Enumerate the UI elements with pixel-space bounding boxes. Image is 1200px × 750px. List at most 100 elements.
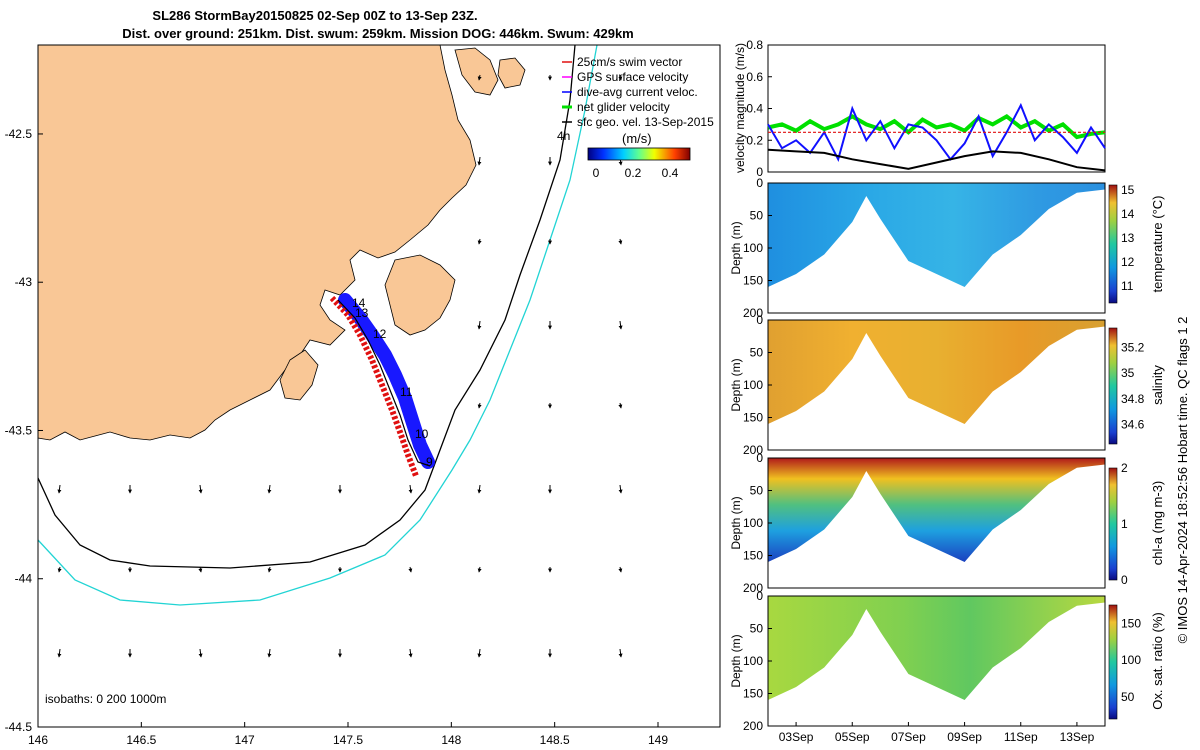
velocity-ytick-3: 0.6 xyxy=(746,70,763,84)
velocity-series-2 xyxy=(767,148,1106,172)
isobaths-label: isobaths: 0 200 1000m xyxy=(45,692,166,706)
chl-cb-tick-1: 1 xyxy=(1121,517,1128,531)
velocity-ytick-2: 0.4 xyxy=(746,102,763,116)
colorbar-unit: (m/s) xyxy=(622,131,652,146)
sal-ytick-3: 150 xyxy=(743,411,763,425)
speed-cb-tick-2: 0.4 xyxy=(662,166,679,180)
isobath-1000m xyxy=(37,44,598,606)
time-tick-3: 09Sep xyxy=(947,730,982,744)
title-line-1: SL286 StormBay20150825 02-Sep 00Z to 13-… xyxy=(152,8,477,23)
velocity-arrow xyxy=(618,402,623,409)
map-xtick-4: 148 xyxy=(441,733,461,747)
map-ytick-0: -42.5 xyxy=(5,127,33,141)
map-ytick-2: -43.5 xyxy=(5,423,33,437)
sal-cb-tick-1: 35 xyxy=(1121,366,1135,380)
velocity-arrow xyxy=(198,566,203,573)
sal-cb-tick-2: 34.8 xyxy=(1121,392,1145,406)
oxygen-field xyxy=(768,596,1105,700)
oxygen-ylabel: Depth (m) xyxy=(729,634,743,687)
velocity-ytick-0: 0 xyxy=(756,165,763,179)
sal-ytick-0: 0 xyxy=(756,313,763,327)
chla-y-axis: 0 50 100 150 200 xyxy=(743,451,772,595)
velocity-arrow xyxy=(477,566,482,573)
velocity-arrow xyxy=(618,74,623,81)
ox-ytick-1: 50 xyxy=(750,622,764,636)
day-label-10: 10 xyxy=(415,427,429,441)
velocity-arrow xyxy=(267,648,272,658)
salinity-cb-label: salinity xyxy=(1150,365,1165,405)
velocity-arrow xyxy=(57,566,62,573)
velocity-arrow xyxy=(57,648,62,658)
ox-ytick-4: 200 xyxy=(743,719,763,733)
ox-ytick-0: 0 xyxy=(756,589,763,603)
temperature-colorbar-ticks: 15 14 13 12 11 xyxy=(1121,183,1135,293)
chla-colorbar xyxy=(1108,467,1118,581)
chla-section: 0 50 100 150 200 Depth (m) 2 1 0 chl-a (mg m-3… xyxy=(729,451,1165,595)
temp-cb-tick-2: 13 xyxy=(1121,231,1135,245)
time-x-axis: 03Sep 05Sep 07Sep 09Sep 11Sep 13Sep xyxy=(779,722,1095,744)
velocity-arrow xyxy=(477,238,482,245)
glider-track-current xyxy=(338,293,435,469)
velocity-y-axis: 0 0.2 0.4 0.6 0.8 xyxy=(746,38,772,179)
glider-track-swim xyxy=(329,295,419,478)
island-small-2 xyxy=(497,57,526,89)
sal-cb-tick-3: 34.6 xyxy=(1121,418,1145,432)
velocity-ytick-4: 0.8 xyxy=(746,38,763,52)
oxygen-cb-label: Ox. sat. ratio (%) xyxy=(1150,612,1165,710)
temp-ytick-1: 50 xyxy=(750,209,764,223)
time-tick-0: 03Sep xyxy=(779,730,814,744)
salinity-colorbar xyxy=(1108,327,1118,445)
isobath-200m xyxy=(37,44,576,569)
day-label-13: 13 xyxy=(355,306,369,320)
salinity-colorbar-ticks: 35.2 35 34.8 34.6 xyxy=(1121,340,1145,431)
velocity-series-0 xyxy=(767,113,1106,140)
ox-ytick-3: 150 xyxy=(743,687,763,701)
salinity-ylabel: Depth (m) xyxy=(729,358,743,411)
day-label-14: 14 xyxy=(352,296,366,310)
velocity-ylabel: velocity magnitude (m/s) xyxy=(733,43,747,173)
velocity-arrow xyxy=(477,648,482,658)
chl-ytick-0: 0 xyxy=(756,451,763,465)
legend-swim: 25cm/s swim vector xyxy=(577,55,682,69)
chla-cb-label: chl-a (mg m-3) xyxy=(1150,481,1165,566)
speed-cb-tick-0: 0 xyxy=(593,166,600,180)
map-ytick-1: -43 xyxy=(15,275,33,289)
map-xtick-3: 147.5 xyxy=(333,733,363,747)
velocity-arrow xyxy=(477,402,482,409)
sal-cb-tick-0: 35.2 xyxy=(1121,340,1145,354)
chla-colorbar-ticks: 2 1 0 xyxy=(1121,461,1128,587)
chl-ytick-2: 100 xyxy=(743,516,763,530)
temperature-colorbar xyxy=(1108,184,1118,304)
temperature-field xyxy=(768,183,1105,287)
ox-cb-tick-2: 50 xyxy=(1121,690,1135,704)
velocity-arrow xyxy=(408,484,413,494)
temperature-cb-label: temperature (°C) xyxy=(1150,196,1165,293)
oxygen-section: 0 50 100 150 200 03Sep 05Sep 07Sep 09Sep 11Sep 13… xyxy=(729,589,1165,744)
surface-velocity-field xyxy=(57,74,623,658)
velocity-arrow xyxy=(618,238,623,245)
track-map: 14 13 12 11 10 9 146 146.5 147 147.5 148 148.… xyxy=(5,44,721,747)
velocity-arrow xyxy=(477,320,482,330)
island-tasman xyxy=(384,254,456,336)
temp-cb-tick-4: 11 xyxy=(1121,279,1134,293)
velocity-arrow xyxy=(198,648,203,658)
velocity-arrow xyxy=(477,74,482,81)
time-tick-4: 11Sep xyxy=(1004,730,1038,744)
salinity-section: 0 50 100 150 200 Depth (m) 35.2 35 34.8 34.6 sa… xyxy=(729,313,1165,457)
velocity-arrow xyxy=(618,484,623,494)
legend-net: net glider velocity xyxy=(577,100,670,114)
chl-cb-tick-0: 2 xyxy=(1121,461,1128,475)
chl-ytick-4: 200 xyxy=(743,581,763,595)
chl-ytick-3: 150 xyxy=(743,549,763,563)
velocity-arrow xyxy=(198,484,203,494)
velocity-arrow xyxy=(267,484,272,494)
island-bruny xyxy=(279,349,319,401)
sal-ytick-2: 100 xyxy=(743,378,763,392)
oxygen-y-axis: 0 50 100 150 200 xyxy=(743,589,772,733)
map-xtick-1: 146.5 xyxy=(126,733,156,747)
title-line-2: Dist. over ground: 251km. Dist. swum: 25… xyxy=(122,26,634,41)
map-y-axis: -42.5 -43 -43.5 -44 -44.5 xyxy=(5,127,43,734)
ox-cb-tick-0: 150 xyxy=(1121,616,1141,630)
map-xtick-2: 147 xyxy=(235,733,255,747)
